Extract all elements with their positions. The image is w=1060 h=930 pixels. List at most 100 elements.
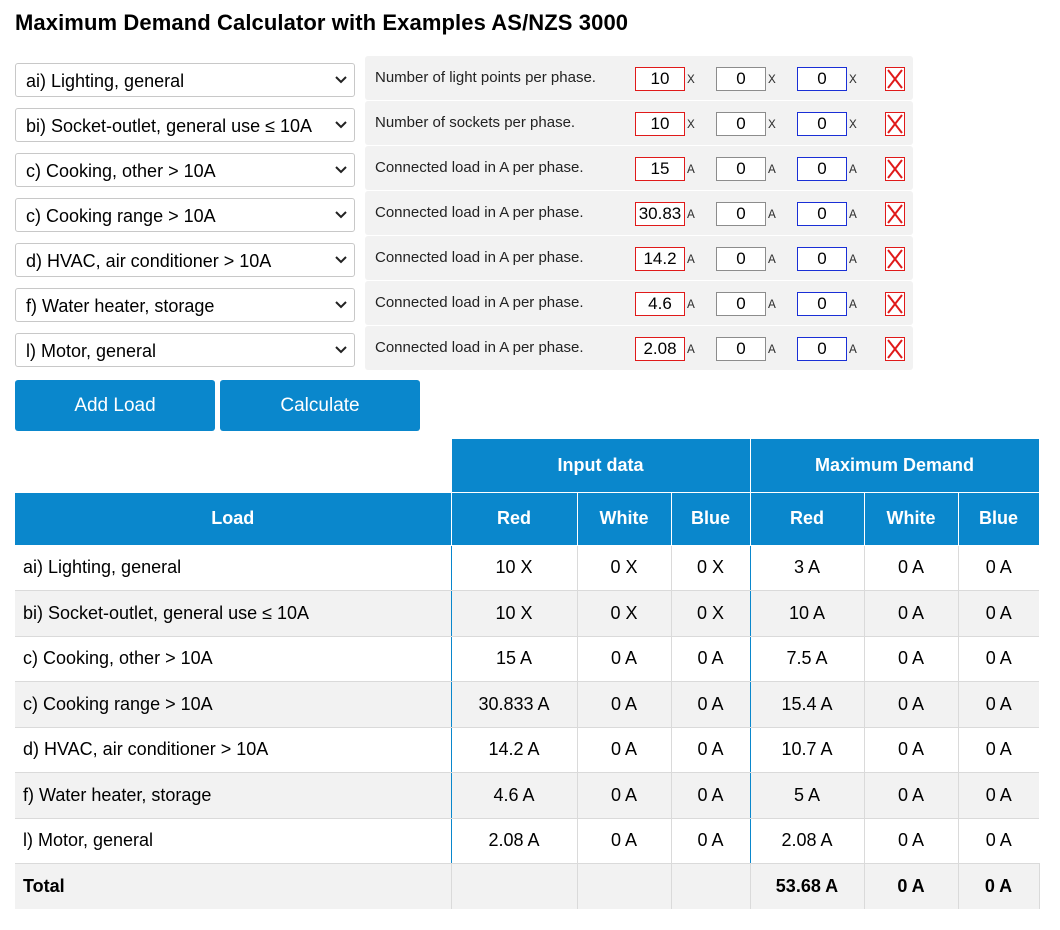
cell-md-blue: 0 A [958, 545, 1040, 591]
load-type-value: ai) Lighting, general [26, 71, 185, 91]
param-label: Number of sockets per phase. [375, 114, 576, 131]
red-phase-input[interactable]: 15 [635, 157, 685, 181]
cell-input-white: 0 X [577, 545, 672, 591]
cell-md-blue: 0 A [958, 818, 1040, 864]
add-load-button[interactable]: Add Load [15, 380, 215, 431]
blue-phase-input[interactable]: 0 [797, 112, 847, 136]
cell-md-red: 10.7 A [750, 727, 865, 773]
unit-label: A [687, 252, 695, 267]
cell-input-blue: 0 A [671, 727, 751, 773]
load-parameters: Connected load in A per phase. 4.6 A 0 A 0 A [365, 281, 913, 325]
cell-input-white: 0 A [577, 772, 672, 819]
results-table: Input data Maximum Demand Load Red White… [15, 439, 1040, 909]
unit-label: A [849, 162, 857, 177]
white-phase-input[interactable]: 0 [716, 292, 766, 316]
blue-phase-input[interactable]: 0 [797, 202, 847, 226]
cell-input-red: 10 X [451, 590, 578, 637]
header-input-white: White [577, 492, 672, 546]
blue-phase-input[interactable]: 0 [797, 247, 847, 271]
unit-label: A [768, 162, 776, 177]
cell-md-white: 0 A [864, 818, 959, 864]
remove-x-icon [887, 204, 903, 224]
white-phase-input[interactable]: 0 [716, 247, 766, 271]
cell-input-white: 0 A [577, 681, 672, 728]
table-row: bi) Socket-outlet, general use ≤ 10A 10 X… [15, 590, 1040, 637]
unit-label: A [849, 207, 857, 222]
total-md-white: 0 A [864, 863, 959, 909]
cell-load: f) Water heater, storage [15, 772, 452, 819]
blue-phase-input[interactable]: 0 [797, 292, 847, 316]
cell-md-red: 7.5 A [750, 636, 865, 682]
load-type-value: f) Water heater, storage [26, 296, 215, 316]
load-type-select[interactable]: c) Cooking range > 10A [15, 198, 355, 232]
chevron-down-icon [335, 76, 347, 84]
red-phase-input[interactable]: 10 [635, 112, 685, 136]
cell-input-white: 0 A [577, 818, 672, 864]
remove-x-icon [887, 114, 903, 134]
cell-load: c) Cooking, other > 10A [15, 636, 452, 682]
red-phase-input[interactable]: 2.08 [635, 337, 685, 361]
white-phase-input[interactable]: 0 [716, 112, 766, 136]
cell-md-white: 0 A [864, 772, 959, 819]
remove-load-button[interactable] [885, 112, 905, 136]
total-row: Total 53.68 A 0 A 0 A [15, 863, 1040, 909]
total-md-blue: 0 A [958, 863, 1040, 909]
load-parameters: Connected load in A per phase. 30.83 A 0 A 0 A [365, 191, 913, 235]
white-phase-input[interactable]: 0 [716, 67, 766, 91]
cell-md-white: 0 A [864, 681, 959, 728]
unit-label: X [768, 117, 776, 132]
load-type-select[interactable]: c) Cooking, other > 10A [15, 153, 355, 187]
cell-md-blue: 0 A [958, 636, 1040, 682]
load-type-select[interactable]: f) Water heater, storage [15, 288, 355, 322]
load-type-select[interactable]: d) HVAC, air conditioner > 10A [15, 243, 355, 277]
white-phase-input[interactable]: 0 [716, 337, 766, 361]
cell-input-red: 10 X [451, 545, 578, 591]
remove-load-button[interactable] [885, 247, 905, 271]
remove-load-button[interactable] [885, 202, 905, 226]
cell-load: ai) Lighting, general [15, 545, 452, 591]
white-phase-input[interactable]: 0 [716, 157, 766, 181]
cell-input-white: 0 A [577, 636, 672, 682]
red-phase-input[interactable]: 30.83 [635, 202, 685, 226]
remove-load-button[interactable] [885, 292, 905, 316]
load-type-value: d) HVAC, air conditioner > 10A [26, 251, 272, 271]
unit-label: X [768, 72, 776, 87]
cell-load: l) Motor, general [15, 818, 452, 864]
load-type-select[interactable]: l) Motor, general [15, 333, 355, 367]
red-phase-input[interactable]: 14.2 [635, 247, 685, 271]
chevron-down-icon [335, 211, 347, 219]
calculate-button[interactable]: Calculate [220, 380, 420, 431]
header-input-blue: Blue [671, 492, 751, 546]
cell-md-blue: 0 A [958, 772, 1040, 819]
cell-input-red: 4.6 A [451, 772, 578, 819]
remove-load-button[interactable] [885, 157, 905, 181]
unit-label: A [687, 162, 695, 177]
load-type-select[interactable]: bi) Socket-outlet, general use ≤ 10A [15, 108, 355, 142]
load-parameters: Connected load in A per phase. 14.2 A 0 A 0 A [365, 236, 913, 280]
load-type-value: c) Cooking range > 10A [26, 206, 216, 226]
unit-label: A [768, 252, 776, 267]
white-phase-input[interactable]: 0 [716, 202, 766, 226]
cell-input-blue: 0 X [671, 545, 751, 591]
cell-md-red: 3 A [750, 545, 865, 591]
load-parameters: Number of sockets per phase. 10 X 0 X 0 X [365, 101, 913, 145]
remove-load-button[interactable] [885, 67, 905, 91]
cell-input-red: 2.08 A [451, 818, 578, 864]
blue-phase-input[interactable]: 0 [797, 67, 847, 91]
unit-label: A [849, 252, 857, 267]
cell-input-blue: 0 A [671, 772, 751, 819]
blue-phase-input[interactable]: 0 [797, 157, 847, 181]
load-type-select[interactable]: ai) Lighting, general [15, 63, 355, 97]
remove-load-button[interactable] [885, 337, 905, 361]
load-parameters: Connected load in A per phase. 2.08 A 0 A 0 A [365, 326, 913, 370]
blue-phase-input[interactable]: 0 [797, 337, 847, 361]
cell-md-blue: 0 A [958, 590, 1040, 637]
red-phase-input[interactable]: 4.6 [635, 292, 685, 316]
red-phase-input[interactable]: 10 [635, 67, 685, 91]
unit-label: X [849, 117, 857, 132]
